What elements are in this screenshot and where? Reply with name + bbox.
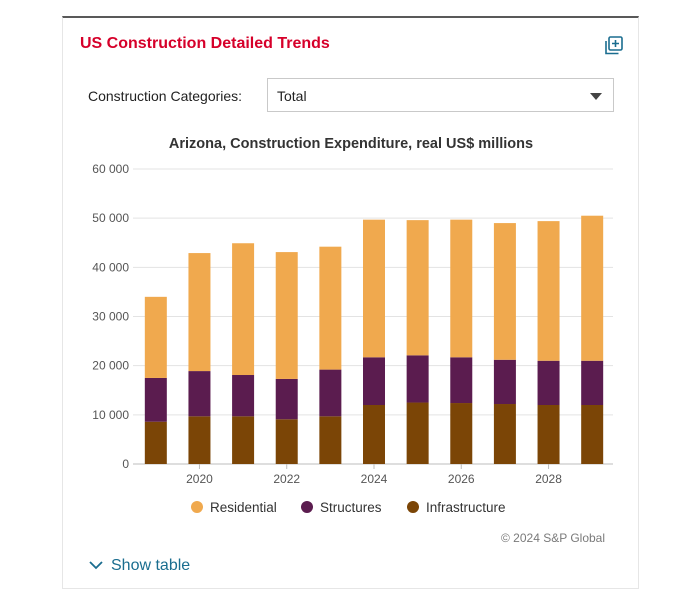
bar-infrastructure-2026[interactable] xyxy=(450,403,473,464)
legend-marker xyxy=(191,501,203,513)
x-tick-label: 2028 xyxy=(535,472,562,486)
trends-card: US Construction Detailed Trends Construc… xyxy=(62,16,639,589)
bar-infrastructure-2024[interactable] xyxy=(363,405,385,464)
bar-structures-2020[interactable] xyxy=(188,371,211,417)
bar-residential-2019[interactable] xyxy=(144,296,167,378)
bar-structures-2022[interactable] xyxy=(275,378,298,420)
construction-categories-select[interactable]: Total xyxy=(267,78,614,112)
bar-residential-2027[interactable] xyxy=(493,223,516,360)
bar-residential-2022[interactable] xyxy=(275,252,298,379)
legend-item-residential[interactable]: Residential xyxy=(191,500,277,515)
legend-label: Residential xyxy=(210,500,277,515)
y-tick-label: 30 000 xyxy=(92,310,129,324)
legend-label: Structures xyxy=(320,500,382,515)
select-value: Total xyxy=(277,88,307,104)
bar-structures-2023[interactable] xyxy=(319,369,342,417)
caret-down-icon xyxy=(590,93,602,100)
bar-residential-2026[interactable] xyxy=(450,219,473,358)
bar-structures-2029[interactable] xyxy=(581,360,604,405)
bar-structures-2021[interactable] xyxy=(232,375,255,417)
chart-title: Arizona, Construction Expenditure, real … xyxy=(169,136,533,152)
bar-infrastructure-2025[interactable] xyxy=(406,402,429,464)
expand-add-icon[interactable] xyxy=(603,35,625,57)
x-tick-label: 2022 xyxy=(273,472,300,486)
y-tick-label: 0 xyxy=(122,457,129,471)
y-tick-label: 40 000 xyxy=(92,260,129,274)
stacked-bar-chart: Arizona, Construction Expenditure, real … xyxy=(92,136,613,515)
card-title: US Construction Detailed Trends xyxy=(80,35,330,52)
bar-infrastructure-2019[interactable] xyxy=(144,421,167,464)
bar-structures-2027[interactable] xyxy=(493,359,516,405)
legend-marker xyxy=(407,501,419,513)
bar-residential-2028[interactable] xyxy=(537,221,560,361)
y-tick-label: 20 000 xyxy=(92,359,129,373)
legend-label: Infrastructure xyxy=(426,500,506,515)
bar-infrastructure-2023[interactable] xyxy=(319,416,342,464)
bar-structures-2028[interactable] xyxy=(537,360,560,405)
bar-infrastructure-2021[interactable] xyxy=(232,416,255,464)
chevron-down-icon xyxy=(89,557,103,575)
bar-structures-2024[interactable] xyxy=(363,357,385,405)
x-tick-label: 2020 xyxy=(186,472,213,486)
bar-residential-2023[interactable] xyxy=(319,246,342,370)
y-tick-label: 60 000 xyxy=(92,162,129,176)
bar-residential-2029[interactable] xyxy=(581,215,604,361)
bar-residential-2025[interactable] xyxy=(406,220,429,356)
bar-infrastructure-2027[interactable] xyxy=(493,404,516,464)
construction-categories-label: Construction Categories: xyxy=(88,88,243,104)
copyright-credit: © 2024 S&P Global xyxy=(501,531,606,545)
x-tick-label: 2024 xyxy=(361,472,388,486)
bar-residential-2024[interactable] xyxy=(363,219,385,358)
legend-item-infrastructure[interactable]: Infrastructure xyxy=(407,500,506,515)
bar-structures-2025[interactable] xyxy=(406,355,429,403)
bar-infrastructure-2022[interactable] xyxy=(275,419,298,464)
y-tick-label: 10 000 xyxy=(92,408,129,422)
bar-infrastructure-2020[interactable] xyxy=(188,416,211,464)
bar-residential-2020[interactable] xyxy=(188,253,211,372)
bar-structures-2019[interactable] xyxy=(144,377,167,422)
show-table-label: Show table xyxy=(111,557,191,574)
bar-infrastructure-2029[interactable] xyxy=(581,405,604,464)
legend-marker xyxy=(301,501,313,513)
bar-infrastructure-2028[interactable] xyxy=(537,405,560,464)
bar-structures-2026[interactable] xyxy=(450,357,473,404)
x-tick-label: 2026 xyxy=(448,472,475,486)
legend-item-structures[interactable]: Structures xyxy=(301,500,382,515)
show-table-toggle[interactable]: Show table xyxy=(89,554,190,578)
bar-residential-2021[interactable] xyxy=(232,243,255,376)
y-tick-label: 50 000 xyxy=(92,211,129,225)
